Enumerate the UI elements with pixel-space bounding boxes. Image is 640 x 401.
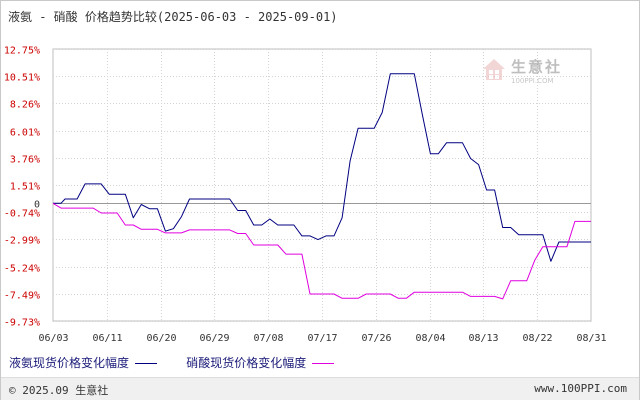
y-tick-label: -9.73% bbox=[4, 318, 40, 329]
legend-item-series2: 硝酸现货价格变化幅度 bbox=[186, 354, 335, 371]
axis-layer: 12.75% 10.51% 8.26% 6.01% 3.76% 1.51% 0-0.74% -… bbox=[4, 46, 607, 345]
footer-copyright: © 2025.09 生意社 bbox=[9, 384, 109, 397]
legend-item-series1: 液氨现货价格变化幅度 bbox=[9, 354, 158, 371]
house-logo-icon bbox=[483, 59, 505, 80]
x-tick-label: 08/04 bbox=[415, 333, 445, 344]
watermark-text: 生意社 bbox=[511, 58, 563, 76]
y-tick-label: 3.76% bbox=[10, 155, 40, 166]
y-tick-label: 6.01% bbox=[10, 128, 40, 139]
x-tick-label: 06/20 bbox=[146, 333, 176, 344]
legend-swatch-series1 bbox=[135, 363, 158, 364]
y-tick-label: -2.99% bbox=[4, 236, 40, 247]
chart-title: 液氨 - 硝酸 价格趋势比较(2025-06-03 - 2025-09-01) bbox=[8, 10, 338, 24]
x-tick-label: 07/17 bbox=[307, 333, 337, 344]
x-tick-label: 08/13 bbox=[468, 333, 498, 344]
x-tick-label: 08/31 bbox=[576, 333, 606, 344]
y-tick-label: -0.74% bbox=[4, 209, 40, 220]
series-line-2 bbox=[52, 202, 591, 300]
x-tick-label: 08/22 bbox=[522, 333, 552, 344]
legend-label-series1: 液氨现货价格变化幅度 bbox=[9, 356, 130, 370]
series-layer bbox=[52, 73, 591, 300]
y-tick-label: 1.51% bbox=[10, 182, 40, 193]
watermark-logo: 生意社 100PPI.COM bbox=[481, 53, 581, 93]
y-tick-label: 0 bbox=[34, 200, 40, 211]
chart-legend: 液氨现货价格变化幅度 硝酸现货价格变化幅度 bbox=[9, 354, 356, 371]
x-tick-label: 07/08 bbox=[253, 333, 283, 344]
x-tick-label: 06/03 bbox=[38, 333, 68, 344]
y-tick-label: -5.24% bbox=[4, 264, 40, 275]
x-tick-label: 06/29 bbox=[199, 333, 229, 344]
y-tick-label: -7.49% bbox=[4, 291, 40, 302]
footer-bar: © 2025.09 生意社 www.100PPI.com bbox=[1, 377, 639, 400]
legend-label-series2: 硝酸现货价格变化幅度 bbox=[186, 356, 307, 370]
y-tick-label: 8.26% bbox=[10, 100, 40, 111]
watermark-subtext: 100PPI.COM bbox=[511, 77, 554, 85]
y-tick-label: 12.75% bbox=[4, 46, 40, 57]
grid-layer bbox=[52, 48, 592, 322]
footer-site-link[interactable]: www.100PPI.com bbox=[534, 382, 627, 395]
x-tick-label: 07/26 bbox=[361, 333, 391, 344]
y-tick-label: 10.51% bbox=[4, 73, 40, 84]
legend-swatch-series2 bbox=[312, 363, 335, 364]
series-line-1 bbox=[53, 73, 591, 262]
x-tick-label: 06/11 bbox=[92, 333, 122, 344]
